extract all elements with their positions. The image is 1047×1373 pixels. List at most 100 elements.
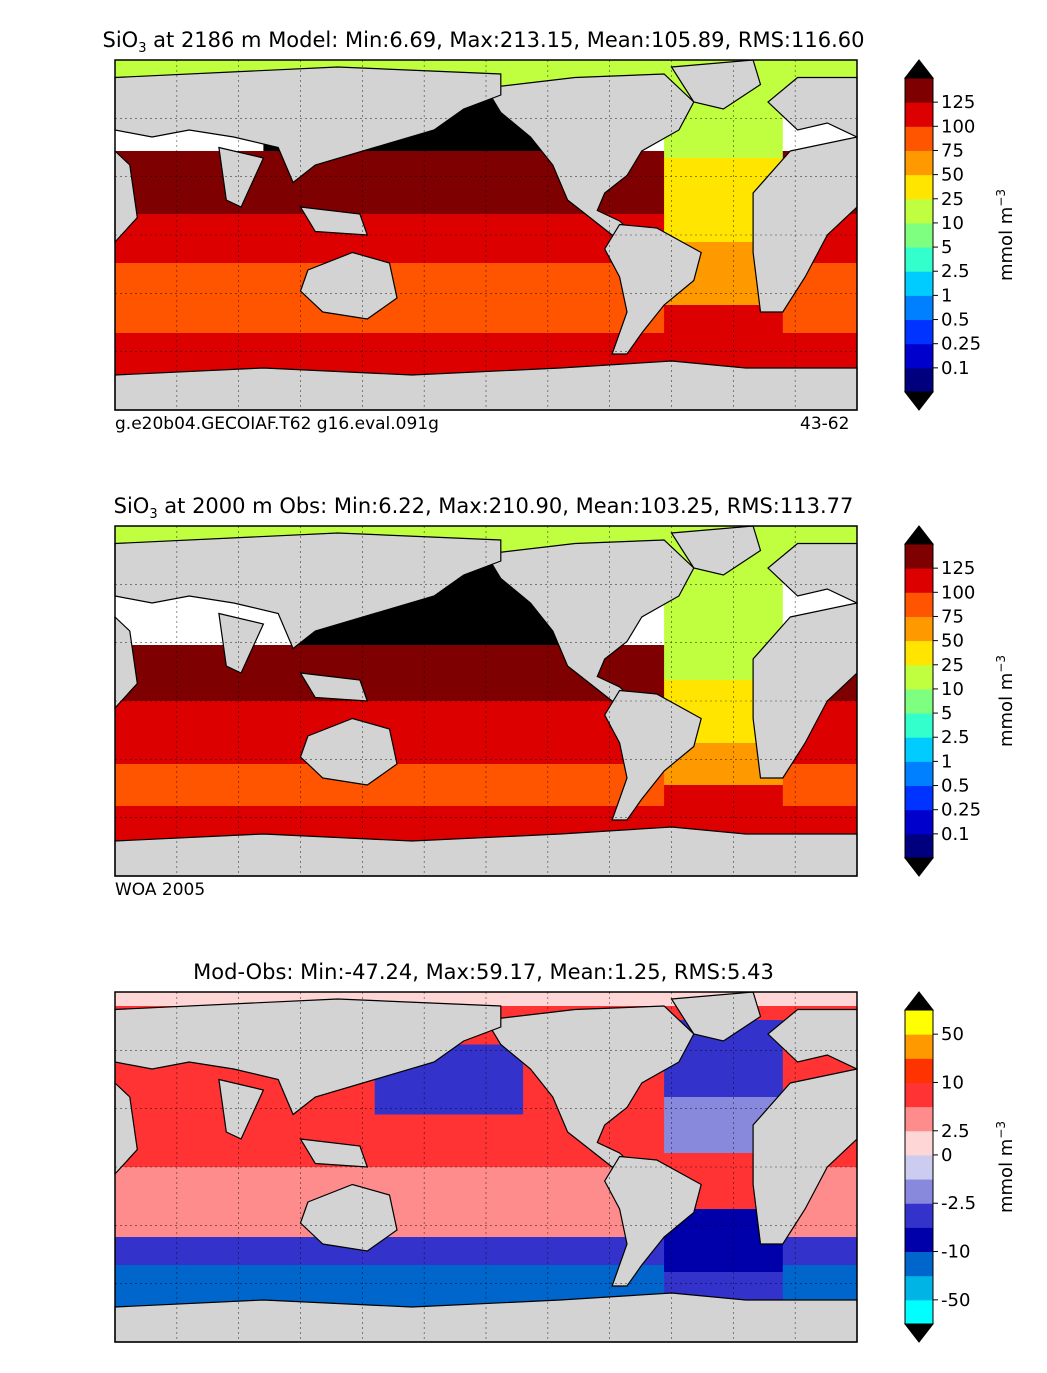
colorbar-segment: [905, 568, 933, 593]
colorbar-segment: [905, 592, 933, 617]
colorbar-3: -50 -10 -2.5 0 2.5 10 50 mmol m−3: [903, 991, 1017, 1343]
indonesia-land: [299, 1138, 369, 1168]
indonesia-land: [299, 206, 369, 236]
colorbar-1: 0.1 0.25 0.5 1 2.5 5 10 25 50 75 100 125 mmol m−3: [903, 59, 1017, 411]
panel1-caption-left: g.e20b04.GECOIAF.T62 g16.eval.091g: [115, 414, 439, 434]
colorbar-segment: [905, 737, 933, 762]
colorbar-segment: [905, 1034, 933, 1059]
colorbar-segment: [905, 1275, 933, 1301]
colorbar-over-triangle: [903, 59, 935, 79]
atlantic-band: [664, 305, 783, 368]
colorbar-segment: [905, 78, 933, 103]
panel2-caption-left: WOA 2005: [115, 880, 206, 900]
colorbar-segment: [905, 319, 933, 345]
eurasia-land: [114, 66, 502, 184]
colorbar-segment: [905, 126, 933, 151]
greenland-land: [670, 525, 762, 576]
greenland-land: [670, 59, 762, 110]
eurasia-land: [114, 532, 502, 650]
colorbar-tick-label: 10: [941, 1072, 964, 1093]
greenland-land: [670, 991, 762, 1042]
colorbar-tick-label: 0.1: [941, 358, 970, 379]
colorbar-segment: [905, 1010, 933, 1035]
colorbar-tick-label: 0: [941, 1145, 952, 1166]
colorbar-tick-label: 50: [941, 165, 964, 186]
colorbar-tick-label: 50: [941, 1024, 964, 1045]
colorbar-label: mmol m−3: [994, 189, 1017, 281]
colorbar-under-triangle: [903, 391, 935, 411]
gridlines: [115, 992, 857, 1342]
colorbar-tick-label: 5: [941, 703, 952, 724]
colorbar-segment: [905, 343, 933, 369]
colorbar-tick-label: -2.5: [941, 1193, 976, 1214]
eurasia-land: [114, 998, 502, 1116]
australia-land: [299, 717, 398, 786]
colorbar-over-triangle: [903, 991, 935, 1011]
india-land: [218, 1078, 265, 1140]
indonesia-land: [299, 672, 369, 702]
colorbar-segment: [905, 544, 933, 569]
colorbar-label-exponent: −3: [994, 655, 1008, 673]
colorbar-under-triangle: [903, 857, 935, 877]
panel1-title: SiO3 at 2186 m Model: Min:6.69, Max:213.…: [102, 28, 865, 57]
india-land: [218, 612, 265, 674]
colorbar-segment: [905, 761, 933, 787]
colorbar-segment: [905, 174, 933, 200]
colorbar-2: 0.1 0.25 0.5 1 2.5 5 10 25 50 75 100 125 mmol m−3: [903, 525, 1017, 877]
panel3-title: Mod-Obs: Min:-47.24, Max:59.17, Mean:1.2…: [193, 960, 774, 984]
colorbar-segment: [905, 247, 933, 272]
colorbar-tick-label: 25: [941, 189, 964, 210]
colorbar-segment: [905, 102, 933, 127]
colorbar-tick-label: 2.5: [941, 1121, 970, 1142]
colorbar-segment: [905, 713, 933, 738]
panel2-title: SiO3 at 2000 m Obs: Min:6.22, Max:210.90…: [113, 494, 854, 523]
colorbar-tick-label: 25: [941, 655, 964, 676]
colorbar-tick-label: 0.25: [941, 800, 981, 821]
colorbar-segment: [905, 1251, 933, 1277]
colorbar-frame: [904, 543, 934, 859]
colorbar-segment: [905, 1179, 933, 1204]
colorbar-segment: [905, 222, 933, 248]
colorbar-tick-label: 50: [941, 631, 964, 652]
panel1-caption-right: 43-62: [800, 414, 850, 434]
colorbar-label: mmol m−3: [994, 655, 1017, 747]
colorbar-tick-label: 2.5: [941, 261, 970, 282]
map-panel-3: [114, 991, 858, 1343]
atlantic-band: [664, 785, 783, 834]
colorbar-tick-label: -10: [941, 1242, 970, 1263]
colorbar-segment: [905, 295, 933, 321]
map-frame: [114, 59, 858, 411]
colorbar-label: mmol m−3: [994, 1121, 1017, 1213]
colorbar-under-triangle: [903, 1323, 935, 1343]
colorbar-segment: [905, 616, 933, 642]
colorbar-segment: [905, 1299, 933, 1325]
colorbar-tick-label: 0.1: [941, 824, 970, 845]
map-panel-1: [114, 59, 858, 411]
colorbar-segment: [905, 809, 933, 835]
colorbar-segment: [905, 640, 933, 666]
australia-land: [299, 251, 398, 320]
colorbar-segment: [905, 688, 933, 714]
colorbar-tick-label: 125: [941, 558, 975, 579]
colorbar-over-triangle: [903, 525, 935, 545]
map-frame: [114, 991, 858, 1343]
colorbar-segment: [905, 150, 933, 176]
australia-land: [299, 1183, 398, 1252]
colorbar-segment: [905, 664, 933, 690]
colorbar-tick-label: 0.5: [941, 310, 970, 331]
colorbar-tick-label: -50: [941, 1290, 970, 1311]
india-land: [218, 146, 265, 208]
south-america-land: [604, 689, 702, 821]
colorbar-label-exponent: −3: [994, 1121, 1008, 1139]
south-america-land: [604, 223, 702, 355]
colorbar-segment: [905, 1106, 933, 1132]
gridlines: [115, 526, 857, 876]
colorbar-label-exponent: −3: [994, 189, 1008, 207]
colorbar-segment: [905, 1058, 933, 1083]
colorbar-segment: [905, 1227, 933, 1253]
colorbar-frame: [904, 77, 934, 393]
colorbar-tick-label: 10: [941, 679, 964, 700]
colorbar-tick-label: 100: [941, 582, 975, 603]
colorbar-segment: [905, 1082, 933, 1108]
